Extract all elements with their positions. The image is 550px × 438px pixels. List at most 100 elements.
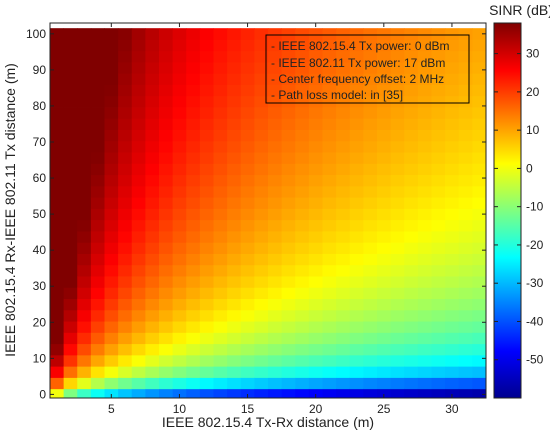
heatmap-cell	[213, 253, 228, 266]
heatmap-cell	[159, 343, 174, 356]
heatmap-cell	[295, 231, 310, 243]
heatmap-cell	[295, 95, 310, 108]
heatmap-cell	[240, 253, 255, 266]
heatmap-cell	[404, 242, 419, 254]
heatmap-cell	[172, 73, 187, 85]
heatmap-cell	[240, 107, 255, 119]
heatmap-cell	[240, 343, 255, 356]
heatmap-cell	[118, 242, 133, 254]
heatmap-cell	[295, 152, 310, 164]
heatmap-cell	[213, 39, 228, 52]
heatmap-cell	[227, 264, 242, 277]
heatmap-cell	[145, 388, 160, 399]
heatmap-cell	[458, 50, 473, 63]
heatmap-cell	[186, 264, 201, 277]
heatmap-cell	[295, 388, 310, 399]
heatmap-cell	[159, 152, 174, 164]
heatmap-cell	[322, 107, 337, 119]
heatmap-cell	[472, 231, 487, 243]
heatmap-cell	[131, 61, 146, 74]
heatmap-cell	[295, 185, 310, 198]
heatmap-cell	[240, 152, 255, 164]
heatmap-cell	[90, 140, 105, 153]
heatmap-cell	[240, 298, 255, 311]
heatmap-cell	[254, 39, 269, 52]
heatmap-cell	[199, 84, 214, 97]
heatmap-cell	[186, 61, 201, 74]
heatmap-cell	[308, 28, 323, 40]
heatmap-cell	[336, 298, 351, 311]
heatmap-cell	[349, 388, 364, 399]
heatmap-cell	[77, 287, 92, 300]
heatmap-cell	[118, 208, 133, 221]
heatmap-cell	[268, 332, 283, 345]
heatmap-cell	[63, 388, 78, 399]
heatmap-cell	[417, 95, 432, 108]
heatmap-cell	[363, 140, 378, 153]
heatmap-cell	[363, 354, 378, 367]
heatmap-cell	[281, 343, 296, 356]
heatmap-cell	[377, 354, 392, 367]
heatmap-cell	[336, 343, 351, 356]
heatmap-cell	[322, 73, 337, 85]
heatmap-cell	[213, 163, 228, 176]
heatmap-cell	[131, 309, 146, 322]
heatmap-cell	[458, 107, 473, 119]
heatmap-cell	[131, 185, 146, 198]
heatmap-cell	[159, 388, 174, 399]
heatmap-cell	[104, 39, 119, 52]
heatmap-cell	[336, 107, 351, 119]
y-axis-label: IEEE 802.15.4 Rx-IEEE 802.11 Tx distance…	[2, 63, 18, 357]
heatmap-cell	[349, 309, 364, 322]
heatmap-cell	[199, 174, 214, 187]
heatmap-cell	[322, 39, 337, 52]
y-tick-label: 0	[39, 387, 46, 401]
heatmap-cell	[390, 231, 405, 243]
heatmap-cell	[50, 388, 65, 399]
heatmap-cell	[240, 185, 255, 198]
heatmap-cell	[131, 174, 146, 187]
heatmap-cell	[240, 276, 255, 288]
heatmap-cell	[445, 208, 460, 221]
heatmap-cell	[104, 28, 119, 40]
heatmap-cell	[118, 388, 133, 399]
heatmap-cell	[308, 343, 323, 356]
heatmap-cell	[281, 354, 296, 367]
heatmap-cell	[199, 231, 214, 243]
heatmap-cell	[104, 197, 119, 209]
heatmap-cell	[336, 95, 351, 108]
heatmap-cell	[118, 73, 133, 85]
heatmap-cell	[50, 39, 65, 52]
heatmap-cell	[308, 118, 323, 130]
heatmap-cell	[336, 309, 351, 322]
heatmap-cell	[104, 95, 119, 108]
heatmap-cell	[336, 140, 351, 153]
heatmap-cell	[118, 28, 133, 40]
heatmap-cell	[268, 388, 283, 399]
heatmap-cell	[63, 95, 78, 108]
heatmap-cell	[104, 208, 119, 221]
heatmap-cell	[240, 39, 255, 52]
heatmap-cell	[227, 129, 242, 142]
heatmap-cell	[213, 309, 228, 322]
heatmap-cell	[458, 39, 473, 52]
heatmap-cell	[308, 174, 323, 187]
heatmap-cell	[213, 242, 228, 254]
heatmap-cell	[104, 309, 119, 322]
heatmap-cell	[458, 388, 473, 399]
heatmap-cell	[336, 242, 351, 254]
heatmap-cell	[458, 321, 473, 333]
heatmap-cell	[404, 84, 419, 97]
heatmap-cell	[431, 253, 446, 266]
heatmap-cell	[295, 332, 310, 345]
heatmap-cell	[145, 95, 160, 108]
heatmap-cell	[445, 219, 460, 232]
heatmap-cell	[431, 95, 446, 108]
heatmap-cell	[145, 343, 160, 356]
heatmap-cell	[417, 253, 432, 266]
heatmap-cell	[90, 309, 105, 322]
heatmap-cell	[77, 84, 92, 97]
heatmap-cell	[145, 276, 160, 288]
heatmap-cell	[213, 321, 228, 333]
heatmap-cell	[254, 118, 269, 130]
